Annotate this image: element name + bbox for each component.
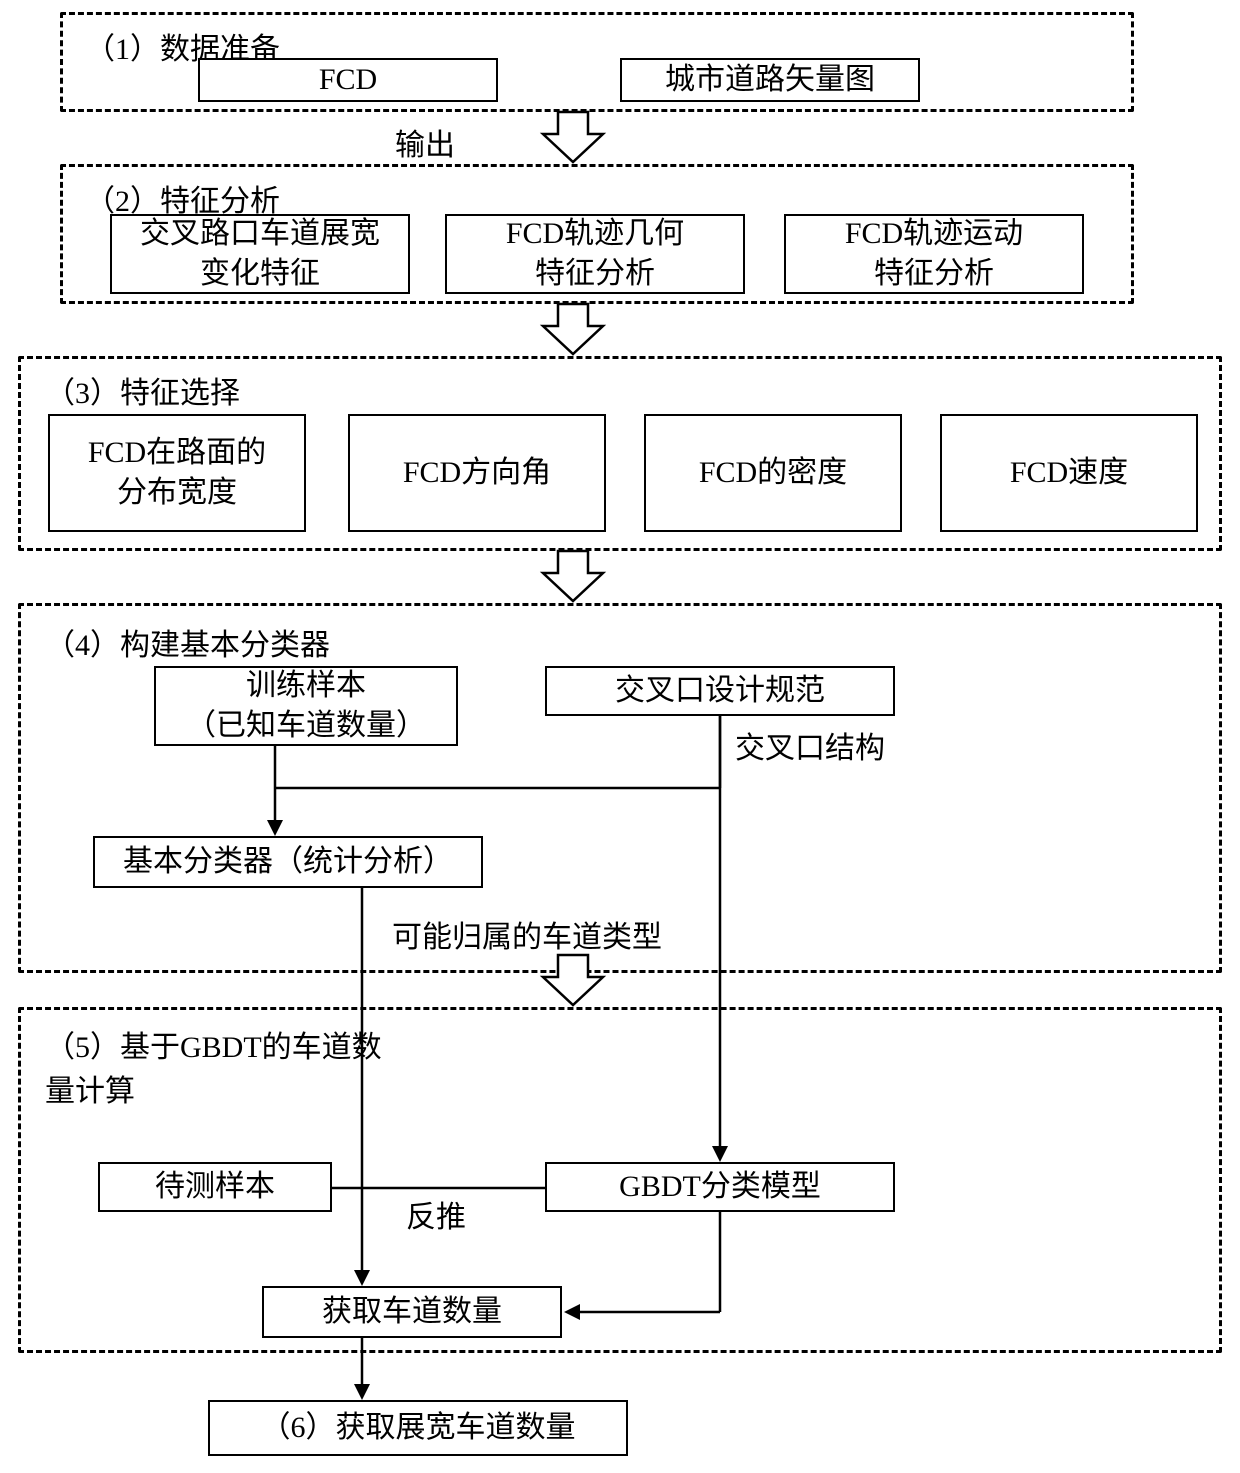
arrow-result-final xyxy=(347,1338,377,1402)
box-basic-label: 基本分类器（统计分析） xyxy=(123,842,453,883)
section-3-title: （3）特征选择 xyxy=(45,368,240,412)
line-gbdt-result xyxy=(562,1212,724,1316)
box-result-label: 获取车道数量 xyxy=(322,1292,502,1333)
arrow-label-output: 输出 xyxy=(395,120,455,164)
line-test-join xyxy=(332,1186,545,1190)
arrow-label-struct: 交叉口结构 xyxy=(735,723,885,767)
box-design-label: 交叉口设计规范 xyxy=(615,671,825,712)
box-sel-c: FCD的密度 xyxy=(644,414,902,532)
box-fcd-label: FCD xyxy=(319,60,377,101)
arrow-label-possible: 可能归属的车道类型 xyxy=(392,912,662,956)
block-arrow-3 xyxy=(543,551,603,603)
box-result: 获取车道数量 xyxy=(262,1286,562,1338)
arrow-label-back: 反推 xyxy=(406,1192,466,1236)
box-fcd: FCD xyxy=(198,58,498,102)
block-arrow-2 xyxy=(543,304,603,356)
box-basic: 基本分类器（统计分析） xyxy=(93,836,483,888)
box-feat-c: FCD轨迹运动 特征分析 xyxy=(784,214,1084,294)
section-5-title: （5）基于GBDT的车道数 量计算 xyxy=(45,1022,382,1110)
box-sel-b: FCD方向角 xyxy=(348,414,606,532)
box-gbdt: GBDT分类模型 xyxy=(545,1162,895,1212)
box-sel-b-label: FCD方向角 xyxy=(403,453,551,494)
line-design-down xyxy=(275,716,725,796)
box-vector-map-label: 城市道路矢量图 xyxy=(665,60,875,101)
box-test: 待测样本 xyxy=(98,1162,332,1212)
box-feat-b-label: FCD轨迹几何 特征分析 xyxy=(506,214,684,295)
box-gbdt-label: GBDT分类模型 xyxy=(619,1167,821,1208)
box-feat-a: 交叉路口车道展宽 变化特征 xyxy=(110,214,410,294)
section-4-title: （4）构建基本分类器 xyxy=(45,620,330,664)
box-feat-b: FCD轨迹几何 特征分析 xyxy=(445,214,745,294)
box-vector-map: 城市道路矢量图 xyxy=(620,58,920,102)
box-design: 交叉口设计规范 xyxy=(545,666,895,716)
box-feat-a-label: 交叉路口车道展宽 变化特征 xyxy=(140,214,380,295)
box-final: （6）获取展宽车道数量 xyxy=(208,1400,628,1456)
box-sel-a-label: FCD在路面的 分布宽度 xyxy=(88,433,266,514)
block-arrow-4 xyxy=(543,955,603,1007)
box-sel-a: FCD在路面的 分布宽度 xyxy=(48,414,306,532)
box-sel-c-label: FCD的密度 xyxy=(699,453,847,494)
box-sel-d: FCD速度 xyxy=(940,414,1198,532)
box-final-label: （6）获取展宽车道数量 xyxy=(261,1408,576,1449)
box-sel-d-label: FCD速度 xyxy=(1010,453,1128,494)
box-feat-c-label: FCD轨迹运动 特征分析 xyxy=(845,214,1023,295)
box-test-label: 待测样本 xyxy=(155,1167,275,1208)
block-arrow-1 xyxy=(543,112,603,164)
